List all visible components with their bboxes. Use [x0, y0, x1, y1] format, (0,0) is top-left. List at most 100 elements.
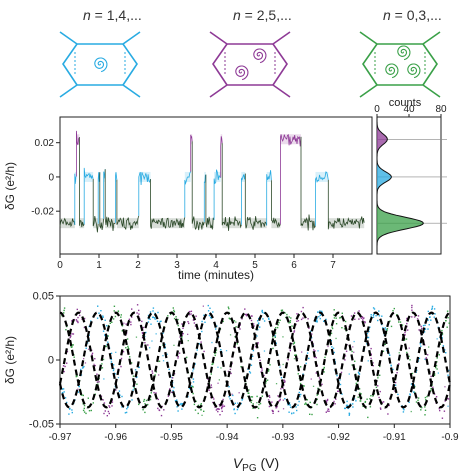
oscillation-point	[313, 349, 315, 351]
oscillation-point	[75, 375, 77, 378]
oscillation-point	[172, 307, 174, 309]
oscillation-point	[177, 324, 179, 327]
oscillation-point	[339, 383, 342, 386]
oscillation-point	[172, 389, 174, 392]
panel-1-label: n = 1,4,...	[83, 7, 142, 23]
oscillation-point	[269, 396, 271, 398]
oscillation-point	[147, 403, 149, 406]
oscillation-point	[364, 321, 366, 324]
oscillation-point	[154, 312, 156, 315]
oscillation-point	[296, 320, 298, 322]
oscillation-point	[142, 409, 144, 411]
oscillation-point	[447, 374, 449, 376]
oscillation-chart: -0.97 -0.96 -0.95 -0.94 -0.93 -0.92 -0.91 -0.9 …	[3, 291, 459, 474]
dot-upper-gate	[209, 31, 291, 45]
dot-left-wall	[212, 43, 228, 86]
oscillation-point	[69, 336, 71, 339]
oscillation-point	[131, 399, 133, 401]
oscillation-point	[234, 402, 236, 404]
telegraph-segment	[327, 179, 365, 230]
oscillation-x-tick-label: -0.94	[216, 432, 239, 443]
oscillation-point	[289, 321, 291, 324]
oscillation-point	[375, 315, 377, 317]
oscillation-point	[306, 399, 308, 401]
oscillation-outlier	[317, 350, 319, 352]
oscillation-point	[188, 313, 191, 316]
oscillation-point	[200, 341, 202, 343]
oscillation-point	[96, 381, 99, 383]
oscillation-point	[427, 319, 429, 321]
oscillation-point	[272, 336, 274, 338]
oscillation-point	[210, 316, 212, 319]
oscillation-point	[276, 405, 278, 407]
oscillation-point	[267, 370, 270, 372]
oscillation-point	[445, 352, 447, 354]
telegraph-segment	[76, 130, 80, 177]
oscillation-outlier	[201, 414, 203, 416]
oscillation-point	[69, 335, 72, 337]
oscillation-point	[424, 328, 427, 330]
oscillation-point	[251, 315, 253, 317]
oscillation-point	[71, 411, 73, 414]
oscillation-point	[447, 317, 449, 319]
oscillation-point	[87, 397, 89, 399]
oscillation-point	[385, 328, 387, 331]
oscillation-point	[321, 383, 323, 386]
oscillation-point	[425, 357, 427, 359]
oscillation-point	[304, 403, 306, 405]
telegraph-x-tick-label: 2	[135, 260, 141, 271]
oscillation-point	[66, 350, 69, 353]
oscillation-point	[325, 401, 327, 403]
oscillation-point	[323, 320, 325, 322]
oscillation-point	[71, 320, 73, 322]
oscillation-point	[420, 345, 422, 347]
panel-1-label-n: n	[83, 7, 91, 23]
oscillation-point	[157, 311, 159, 314]
oscillation-point	[217, 410, 219, 413]
quantum-dot-cyan	[59, 31, 141, 98]
oscillation-point	[428, 324, 430, 326]
oscillation-point	[268, 318, 270, 320]
oscillation-point	[366, 398, 368, 400]
oscillation-point	[382, 401, 385, 403]
oscillation-point	[402, 411, 405, 413]
oscillation-point	[362, 319, 364, 321]
oscillation-outlier	[372, 362, 374, 364]
oscillation-point	[63, 370, 65, 373]
oscillation-point	[411, 309, 413, 311]
oscillation-point	[370, 347, 372, 350]
oscillation-point	[344, 320, 347, 323]
oscillation-point	[177, 355, 179, 358]
oscillation-point	[261, 367, 263, 369]
oscillation-point	[82, 394, 84, 397]
oscillation-point	[63, 309, 65, 312]
oscillation-point	[121, 330, 123, 332]
oscillation-point	[425, 358, 427, 360]
oscillation-outlier	[293, 358, 296, 360]
oscillation-point	[309, 401, 311, 404]
oscillation-point	[113, 310, 115, 312]
oscillation-point	[132, 375, 135, 377]
oscillation-point	[194, 409, 197, 411]
oscillation-point	[424, 414, 426, 416]
oscillation-point	[393, 307, 395, 310]
oscillation-point	[433, 374, 436, 376]
oscillation-point	[63, 307, 66, 309]
oscillation-point	[118, 390, 121, 392]
oscillation-outlier	[297, 357, 299, 360]
oscillation-point	[277, 324, 279, 326]
telegraph-y-tick-label: -0.02	[31, 207, 54, 218]
oscillation-point	[265, 382, 267, 384]
oscillation-point	[390, 364, 392, 366]
telegraph-level-glow	[93, 218, 99, 229]
oscillation-point	[66, 325, 68, 328]
telegraph-level-glow	[116, 218, 139, 229]
oscillation-point	[219, 414, 221, 416]
oscillation-y-label: δG (e²/h)	[3, 336, 17, 384]
oscillation-point	[354, 318, 356, 320]
oscillation-point	[370, 314, 372, 316]
oscillation-point	[296, 313, 298, 315]
oscillation-point	[332, 347, 335, 349]
oscillation-point	[192, 368, 195, 370]
oscillation-point	[110, 352, 113, 354]
